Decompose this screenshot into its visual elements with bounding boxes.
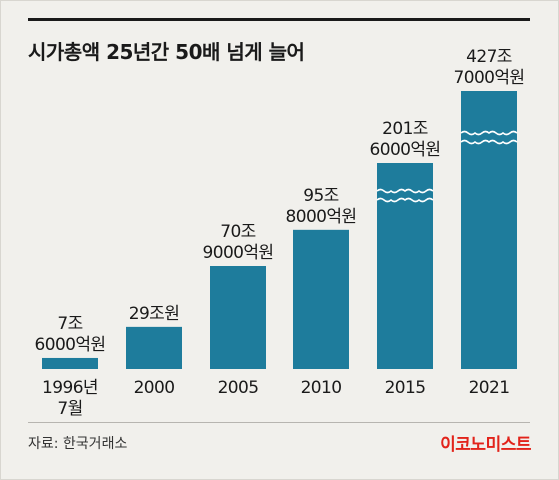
bar (210, 266, 266, 369)
data-label: 7000억원 (454, 68, 525, 88)
category-label: 2010 (301, 378, 342, 398)
break-mark (460, 130, 518, 136)
break-mark (460, 139, 518, 145)
bar (461, 91, 517, 369)
break-mark (376, 197, 434, 203)
category-label: 7월 (57, 399, 82, 419)
data-label: 70조 (220, 222, 255, 242)
bar (42, 357, 98, 369)
data-label: 7조 (57, 314, 82, 334)
data-label: 6000억원 (35, 335, 106, 355)
category-label: 2005 (218, 378, 259, 398)
category-label: 2000 (134, 378, 175, 398)
chart-title: 시가총액 25년간 50배 넘게 늘어 (28, 40, 305, 64)
data-label: 29조원 (129, 304, 180, 324)
data-label: 95조 (303, 186, 338, 206)
bar (377, 163, 433, 369)
bar (126, 326, 182, 369)
data-label: 6000억원 (370, 140, 441, 160)
break-mark (376, 188, 434, 194)
category-label: 2015 (385, 378, 426, 398)
data-label: 8000억원 (286, 207, 357, 227)
category-label: 1996년 (42, 378, 98, 398)
data-label: 9000억원 (203, 243, 274, 263)
top-rule (28, 18, 530, 21)
bar (293, 229, 349, 369)
publisher-logo: 이코노미스트 (440, 435, 531, 455)
bottom-rule (28, 422, 530, 423)
category-label: 2021 (469, 378, 510, 398)
data-label: 201조 (382, 119, 428, 139)
data-label: 427조 (466, 47, 512, 67)
source-note: 자료: 한국거래소 (28, 436, 128, 452)
